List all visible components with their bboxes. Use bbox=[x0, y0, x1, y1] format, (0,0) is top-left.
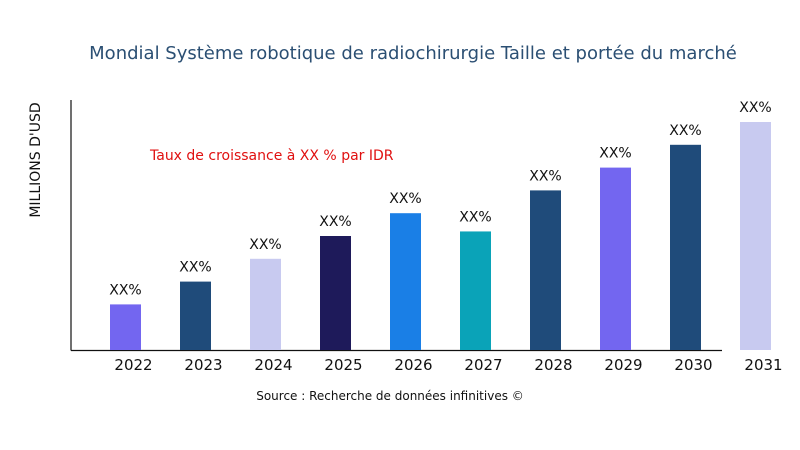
x-tick-label-2027: 2027 bbox=[464, 356, 502, 374]
bar-2029 bbox=[600, 167, 631, 350]
x-tick-label-2028: 2028 bbox=[534, 356, 572, 374]
x-tick-label-2023: 2023 bbox=[184, 356, 222, 374]
x-tick-label-2029: 2029 bbox=[604, 356, 642, 374]
bar-2031 bbox=[740, 122, 771, 350]
data-label-2031: XX% bbox=[739, 100, 771, 116]
data-label-2029: XX% bbox=[599, 146, 631, 162]
bar-2022 bbox=[110, 304, 141, 350]
growth-annotation: Taux de croissance à XX % par IDR bbox=[149, 148, 394, 164]
x-tick-label-2031: 2031 bbox=[744, 356, 782, 374]
source-note: Source : Recherche de données infinitive… bbox=[256, 389, 524, 403]
x-tick-label-2022: 2022 bbox=[114, 356, 152, 374]
bar-2030 bbox=[670, 144, 701, 350]
data-label-2028: XX% bbox=[529, 168, 561, 184]
bar-2027 bbox=[460, 231, 491, 350]
data-label-2023: XX% bbox=[179, 260, 211, 276]
data-label-2026: XX% bbox=[389, 191, 421, 207]
x-tick-label-2026: 2026 bbox=[394, 356, 432, 374]
bar-2028 bbox=[530, 190, 561, 350]
y-axis-label: MILLIONS D'USD bbox=[28, 102, 44, 217]
chart-title: Mondial Système robotique de radiochirur… bbox=[89, 43, 737, 64]
x-tick-label-2025: 2025 bbox=[324, 356, 362, 374]
bar-2023 bbox=[180, 281, 211, 350]
bar-2025 bbox=[320, 236, 351, 350]
bar-2024 bbox=[250, 258, 281, 350]
data-label-2025: XX% bbox=[319, 214, 351, 230]
x-tick-label-2030: 2030 bbox=[674, 356, 712, 374]
data-label-2027: XX% bbox=[459, 209, 491, 225]
data-label-2022: XX% bbox=[109, 282, 141, 298]
data-label-2030: XX% bbox=[669, 123, 701, 139]
bar-2026 bbox=[390, 213, 421, 350]
data-label-2024: XX% bbox=[249, 237, 281, 253]
x-tick-label-2024: 2024 bbox=[254, 356, 292, 374]
